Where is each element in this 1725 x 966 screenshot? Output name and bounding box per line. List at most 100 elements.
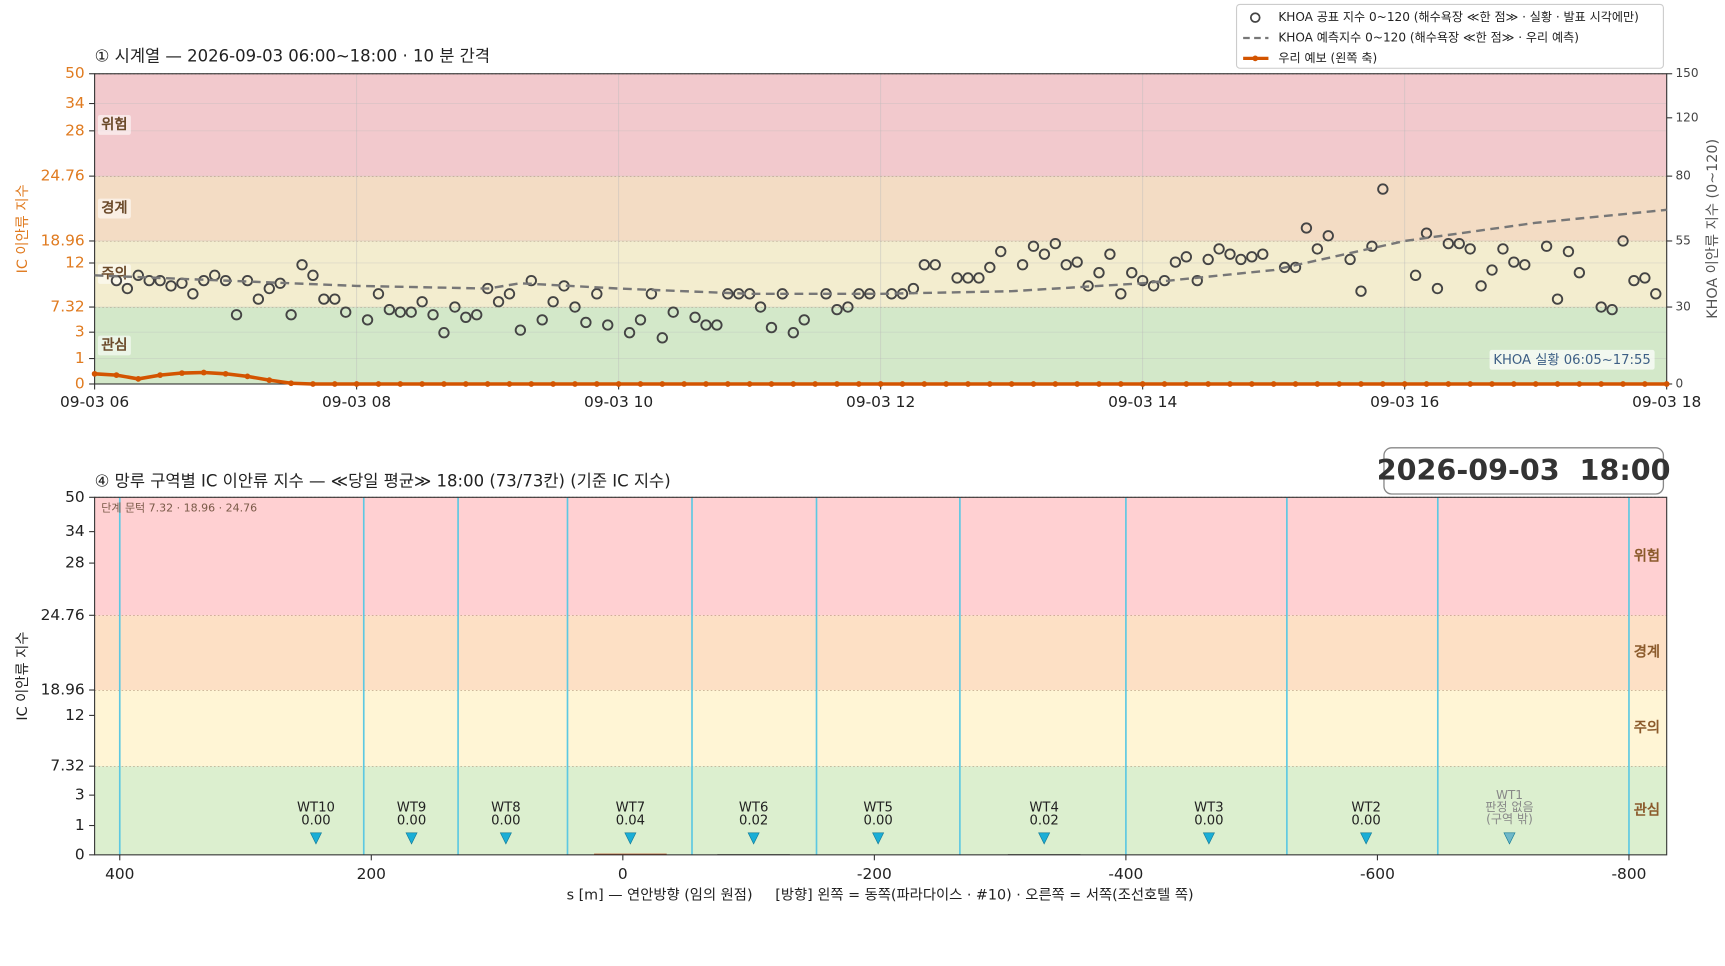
x-tick-label: -800 [1611, 865, 1646, 883]
our-forecast-point [1270, 381, 1277, 387]
khoa-point [1519, 259, 1531, 271]
our-forecast-point [986, 381, 993, 387]
our-forecast-point [1183, 381, 1190, 387]
legend-marker [1252, 55, 1259, 62]
y-tick-label: 3 [75, 323, 85, 341]
x-tick-label: 09-03 08 [322, 393, 391, 411]
annotation-box [1489, 349, 1655, 370]
khoa-point [1650, 288, 1662, 300]
khoa-point [1027, 240, 1040, 252]
our-forecast-point [812, 381, 819, 387]
y2-axis-label: KHOA 이안류 지수 (0~120) [1704, 139, 1721, 319]
y-tick-label: 24.76 [41, 606, 85, 624]
legend-label: KHOA 예측지수 0~120 (해수욕장 ≪한 점≫ · 우리 예측) [1278, 30, 1579, 44]
x-tick-label: -400 [1108, 865, 1143, 883]
our-forecast-point [331, 381, 338, 387]
khoa-point [1246, 251, 1258, 263]
khoa-point [1300, 222, 1313, 234]
khoa-point [973, 272, 985, 284]
khoa-point [1137, 274, 1149, 287]
our-forecast-point [91, 370, 98, 377]
band-label: 경계 [101, 199, 127, 217]
khoa-point [580, 316, 592, 329]
khoa-point [1322, 230, 1334, 242]
our-forecast-point [1139, 381, 1146, 387]
our-forecast-point [375, 381, 382, 387]
band [94, 766, 1667, 855]
zone-label: WT6 [739, 801, 769, 816]
y2-tick-label: 55 [1675, 233, 1690, 247]
y-axis-label: IC 이안류 지수 [14, 632, 31, 721]
khoa-point [525, 274, 537, 287]
our-forecast-point [157, 372, 163, 378]
our-forecast-point [528, 381, 535, 387]
khoa-point [1235, 253, 1247, 266]
legend-marker [1249, 12, 1261, 23]
khoa-point [1126, 267, 1138, 279]
khoa-point [252, 293, 265, 305]
khoa-point [1289, 261, 1302, 274]
khoa-point [1049, 237, 1061, 250]
y-axis-label: IC 이안류 지수 [14, 184, 31, 273]
our-forecast-point [1576, 381, 1583, 387]
khoa-point [918, 259, 930, 271]
khoa-point [1344, 253, 1356, 266]
our-forecast-point [659, 381, 666, 387]
khoa-point [1551, 293, 1564, 305]
our-forecast-point [1358, 381, 1364, 387]
x-tick-label: 09-03 10 [584, 393, 653, 411]
our-forecast-point [462, 381, 469, 387]
chart-title: ④ 망루 구역별 IC 이안류 지수 — ≪당일 평균≫ 18:00 (73/7… [95, 471, 671, 490]
our-forecast-point [310, 381, 316, 387]
khoa-point [798, 314, 810, 326]
value-label: 0.00 [397, 814, 426, 829]
band-label-bg [97, 198, 131, 219]
our-forecast-point [1379, 381, 1386, 387]
zone-label: WT1 [1496, 788, 1523, 802]
x-tick-label: 0 [618, 865, 628, 883]
our-forecast-point [222, 370, 229, 377]
khoa-point [689, 311, 701, 323]
khoa-point [416, 296, 428, 308]
x-axis-label: s [m] — 연안방향 (임의 원점) [방향] 왼쪽 = 동쪽(파라다이스 … [567, 887, 1194, 904]
our-forecast-point [200, 369, 207, 376]
y2-tick-label: 30 [1675, 300, 1690, 314]
our-forecast-point [1074, 381, 1081, 387]
zone-marker [1202, 832, 1215, 845]
khoa-point [1508, 256, 1520, 268]
khoa-point [842, 301, 854, 313]
band-label: 위험 [101, 116, 127, 133]
khoa-point [591, 288, 603, 300]
value-label: 0.00 [1194, 814, 1223, 829]
band [94, 615, 1667, 691]
khoa-point [492, 296, 505, 308]
value-label: 0.00 [1351, 814, 1380, 829]
band-label-bg [97, 335, 131, 356]
our-forecast-point [1248, 381, 1255, 387]
our-forecast-point [637, 381, 644, 387]
our-forecast-point [1532, 381, 1539, 387]
khoa-point [634, 314, 647, 326]
khoa-point [514, 324, 527, 336]
khoa-point [711, 319, 723, 331]
our-forecast-point [506, 381, 513, 387]
our-forecast-point [790, 381, 797, 387]
our-forecast-point [1598, 381, 1605, 387]
x-tick-label: 09-03 18 [1632, 393, 1701, 411]
zone-marker [405, 832, 418, 845]
y-tick-label: 7.32 [50, 298, 84, 316]
khoa-point [569, 301, 581, 313]
zone-marker [747, 832, 760, 845]
y2-tick-label: 150 [1675, 66, 1698, 80]
our-forecast-point [1008, 381, 1015, 387]
chart-title: ① 시계열 — 2026-09-03 06:00~18:00 · 10 분 간격 [95, 47, 490, 66]
khoa-point [340, 306, 352, 318]
khoa-point [1016, 259, 1029, 271]
our-forecast-point [1467, 381, 1474, 387]
zone-marker [624, 832, 637, 845]
zone-marker [309, 832, 322, 845]
khoa-point [1486, 264, 1498, 276]
khoa-point [984, 261, 996, 274]
forecast-line [94, 208, 1667, 296]
our-forecast-point [593, 381, 600, 387]
